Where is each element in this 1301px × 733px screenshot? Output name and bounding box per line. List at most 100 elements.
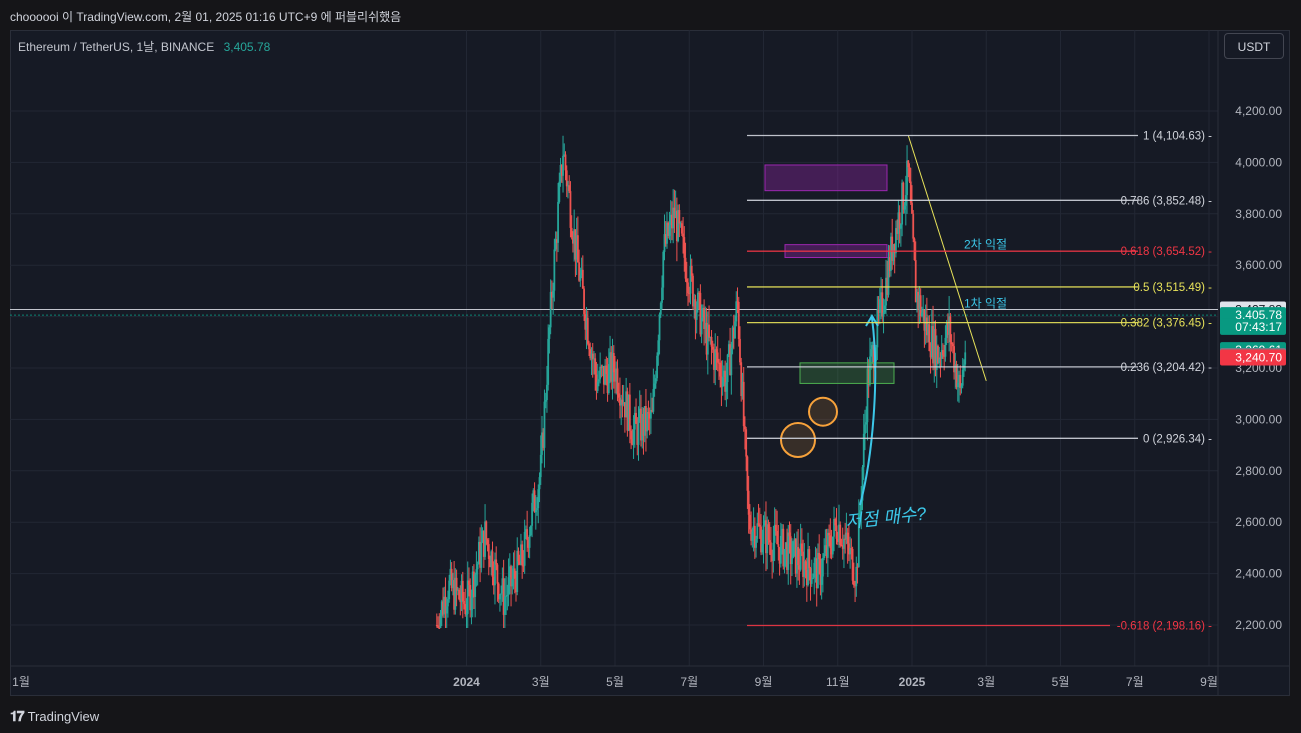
candle-body xyxy=(930,326,933,358)
candle-body xyxy=(546,384,548,401)
candle-body xyxy=(625,391,628,418)
candle-body xyxy=(880,292,882,300)
tradingview-logo[interactable]: 𝟏𝟕 TradingView xyxy=(10,708,99,725)
candle-body xyxy=(672,207,675,229)
candle-body xyxy=(480,542,483,568)
candle-body xyxy=(687,282,689,294)
candle-body xyxy=(664,234,667,244)
candle-body xyxy=(680,223,683,234)
candle-body xyxy=(896,228,899,234)
candle-body xyxy=(803,561,806,577)
candle-body xyxy=(583,288,585,315)
candle-body xyxy=(667,222,670,236)
candle-body xyxy=(684,257,687,279)
candle-body xyxy=(542,432,545,448)
candle-body xyxy=(823,553,826,558)
candle-body xyxy=(460,580,463,603)
candle-body xyxy=(796,547,798,574)
candle-body xyxy=(479,541,482,568)
candle-body xyxy=(755,538,757,548)
candle-body xyxy=(770,542,772,556)
candle-body xyxy=(574,229,577,260)
candle-body xyxy=(453,580,456,610)
time-tick-label: 3월 xyxy=(532,675,550,689)
candle-body xyxy=(598,379,600,382)
price-tick-label: 2,600.00 xyxy=(1235,515,1282,529)
candle-body xyxy=(642,414,645,436)
candle-body xyxy=(652,389,655,412)
candle-body xyxy=(555,239,558,243)
candle-body xyxy=(830,548,833,555)
candle-body xyxy=(490,551,493,568)
candle-body xyxy=(476,564,479,570)
candle-body xyxy=(518,561,521,565)
candle-body xyxy=(576,235,579,263)
candle-body xyxy=(620,399,623,406)
candle-body xyxy=(767,524,770,541)
candle-body xyxy=(458,589,460,600)
candle-body xyxy=(547,338,550,385)
candle-body xyxy=(756,523,759,539)
candle-body xyxy=(544,400,547,402)
candle-body xyxy=(772,542,775,561)
candle-body xyxy=(792,541,795,558)
candle-body xyxy=(456,589,459,591)
candle-body xyxy=(697,292,699,310)
candle-body xyxy=(745,429,748,457)
currency-unit-button[interactable]: USDT xyxy=(1224,33,1284,59)
price-tick-label: 3,800.00 xyxy=(1235,207,1282,221)
candle-body xyxy=(835,525,838,539)
candle-body xyxy=(887,257,890,295)
chart-frame[interactable] xyxy=(10,30,1290,696)
candle-body xyxy=(845,532,848,540)
last-price: 3,405.78 xyxy=(223,40,271,54)
candle-body xyxy=(505,595,507,597)
candle-body xyxy=(711,346,714,350)
candle-body xyxy=(510,566,512,587)
candle-body xyxy=(850,548,853,550)
candle-body xyxy=(688,293,691,295)
candle-body xyxy=(923,309,926,331)
candle-body xyxy=(799,543,802,570)
candle-body xyxy=(677,209,680,242)
candle-body xyxy=(584,314,587,330)
candle-body xyxy=(752,525,755,532)
drawings xyxy=(764,135,987,506)
candle-body xyxy=(860,500,863,511)
candle-body xyxy=(591,353,594,360)
candle-body xyxy=(883,305,886,313)
candle-body xyxy=(892,244,895,261)
candle-body xyxy=(649,409,652,419)
candle-body xyxy=(959,374,962,388)
candle-body xyxy=(804,561,807,570)
candle-body xyxy=(864,424,866,434)
candle-body xyxy=(605,365,608,375)
candle-body xyxy=(554,239,557,250)
candle-body xyxy=(593,358,595,360)
candle-body xyxy=(536,508,538,511)
candle-body xyxy=(455,577,458,591)
time-tick-label: 2025 xyxy=(899,675,926,689)
candle-body xyxy=(779,535,782,564)
candle-body xyxy=(914,260,917,303)
candle-body xyxy=(899,224,902,229)
candle-body xyxy=(517,550,520,562)
candle-body xyxy=(758,524,761,527)
candle-body xyxy=(762,525,765,544)
candle-body xyxy=(818,552,821,560)
candle-body xyxy=(674,210,677,219)
candle-body xyxy=(679,223,682,225)
candle-body xyxy=(553,249,556,291)
candle-body xyxy=(525,529,527,532)
candle-body xyxy=(607,364,610,394)
price-tick-label: 3,600.00 xyxy=(1235,258,1282,272)
candle-body xyxy=(852,580,855,586)
candle-body xyxy=(776,531,779,545)
candle-body xyxy=(502,578,505,615)
candle-body xyxy=(872,345,875,369)
candle-body xyxy=(881,292,884,317)
candle-body xyxy=(891,236,894,261)
candle-body xyxy=(942,350,944,356)
time-tick-label: 9월 xyxy=(755,675,773,689)
